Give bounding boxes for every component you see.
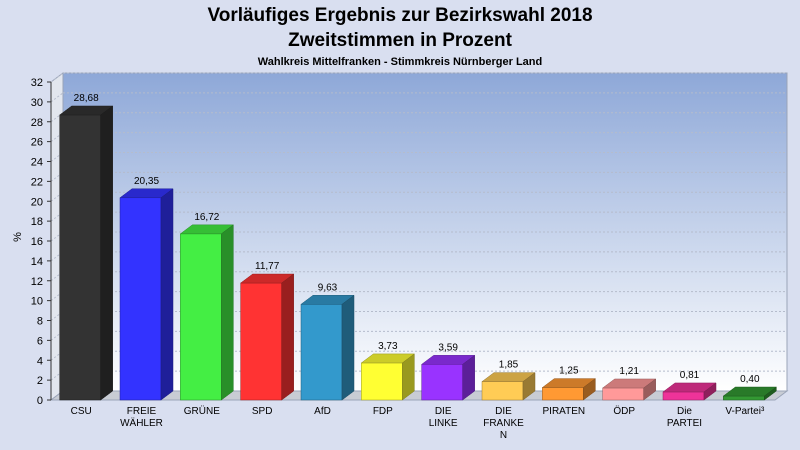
data-label: 9,63 (318, 282, 338, 293)
data-label: 20,35 (134, 176, 159, 187)
y-tick-label: 22 (31, 176, 43, 188)
data-label: 1,21 (619, 366, 639, 377)
data-label: 28,68 (74, 93, 99, 104)
bar (300, 304, 343, 401)
bar-side (100, 105, 113, 401)
y-tick-label: 4 (37, 355, 43, 367)
data-label: 16,72 (194, 212, 219, 223)
y-tick-label: 0 (37, 395, 43, 407)
y-tick-label: 30 (31, 97, 43, 109)
bar (59, 114, 101, 401)
y-tick-label: 24 (31, 157, 43, 169)
chart-subtitle: Zweitstimmen in Prozent (288, 30, 512, 51)
y-tick-label: 16 (31, 236, 43, 248)
chart-title: Vorläufiges Ergebnis zur Bezirkswahl 201… (207, 5, 592, 26)
y-axis-label: % (12, 232, 24, 242)
bar (421, 364, 463, 401)
bar (361, 362, 403, 401)
bar (481, 381, 524, 401)
x-tick-label: FREIE (127, 406, 157, 417)
data-label: 3,73 (378, 341, 398, 352)
bar-side (583, 378, 596, 401)
y-tick-label: 18 (31, 216, 43, 228)
x-tick-label: WÄHLER (120, 417, 163, 429)
data-label: 0,81 (680, 370, 700, 381)
plot-area: 0246810121416182022242628303228,68CSU20,… (31, 72, 789, 441)
bar-side (764, 386, 777, 401)
y-tick-label: 2 (37, 375, 43, 387)
chart-subsubtitle: Wahlkreis Mittelfranken - Stimmkreis Nür… (258, 56, 542, 68)
y-tick-label: 14 (31, 256, 43, 268)
bar (119, 197, 162, 401)
data-label: 1,85 (499, 360, 519, 371)
bar (662, 391, 705, 401)
x-tick-label: DIE (495, 406, 512, 417)
y-tick-label: 32 (31, 77, 43, 89)
data-label: 11,77 (255, 261, 280, 272)
bar-side (703, 382, 717, 401)
x-tick-label: V-Partei³ (725, 406, 765, 417)
x-tick-label: PIRATEN (543, 406, 586, 417)
bar-side (462, 354, 475, 401)
bar-side (221, 224, 234, 401)
x-tick-label: FRANKE (483, 418, 524, 429)
bar (602, 387, 644, 401)
x-tick-label: CSU (71, 406, 92, 417)
bar-side (643, 378, 656, 401)
x-tick-label: PARTEI (667, 418, 702, 429)
data-label: 1,25 (559, 366, 579, 377)
bar-side (341, 294, 355, 401)
y-tick-label: 10 (31, 296, 43, 308)
x-tick-label: Die (677, 406, 692, 417)
x-tick-label: GRÜNE (184, 405, 220, 417)
y-tick-label: 26 (31, 137, 43, 149)
data-label: 0,40 (740, 374, 760, 385)
data-label: 3,59 (438, 342, 458, 353)
bar (180, 233, 222, 401)
bar (542, 387, 584, 401)
x-tick-label: DIE (435, 406, 452, 417)
x-tick-label: ÖDP (613, 405, 635, 417)
bar (723, 395, 765, 401)
y-tick-label: 20 (31, 196, 43, 208)
gridline (50, 72, 64, 83)
y-tick-label: 12 (31, 276, 43, 288)
bar-side (402, 353, 415, 401)
y-tick-label: 8 (37, 316, 43, 328)
x-tick-label: AfD (314, 406, 331, 417)
bar-side (160, 188, 174, 401)
y-tick-label: 28 (31, 117, 43, 129)
x-tick-label: FDP (373, 406, 393, 417)
y-tick-label: 6 (37, 335, 43, 347)
x-tick-label: SPD (252, 406, 273, 417)
x-tick-label: N (500, 430, 507, 441)
bar-side (522, 372, 536, 401)
bar (240, 282, 282, 401)
bar-side (281, 273, 294, 401)
gridline (50, 92, 64, 103)
x-tick-label: LINKE (429, 418, 458, 429)
